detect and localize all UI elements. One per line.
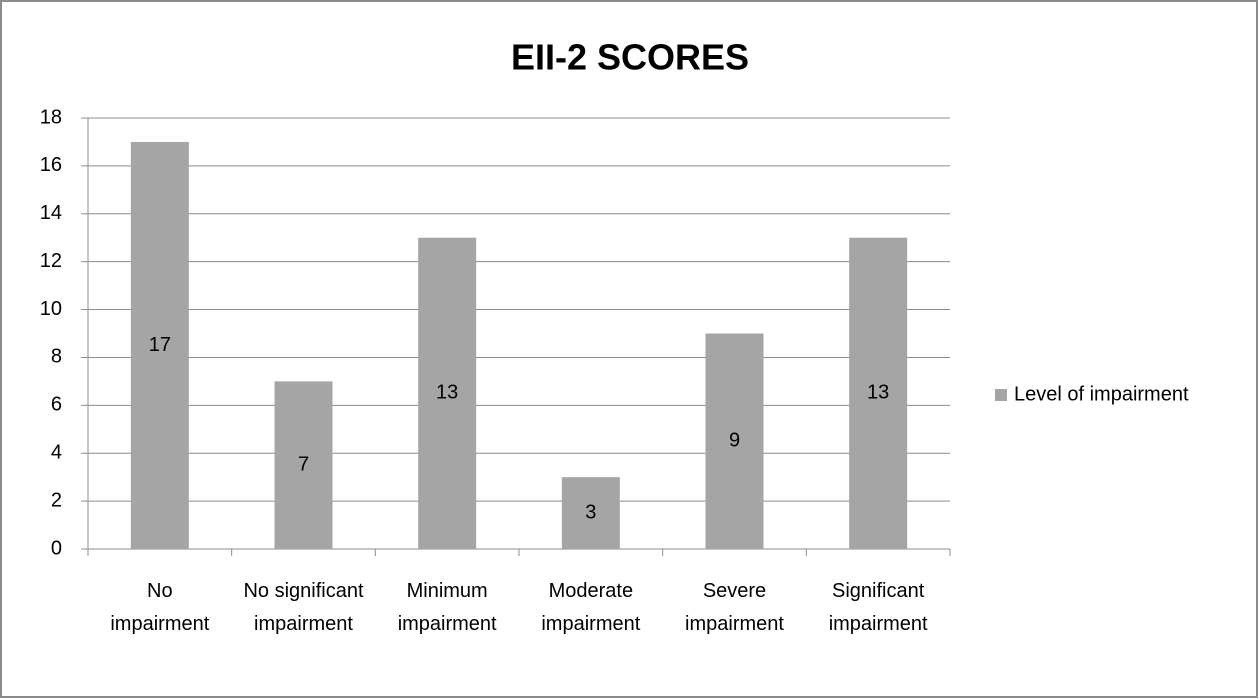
y-tick-label: 0 (51, 537, 62, 559)
data-label: 17 (149, 334, 171, 356)
x-tick-label: No impairment (110, 580, 210, 635)
y-tick-label: 16 (40, 154, 62, 176)
data-label: 7 (298, 453, 309, 475)
data-label: 9 (729, 430, 740, 452)
data-label: 13 (436, 382, 458, 404)
y-tick-label: 18 (40, 106, 62, 128)
x-tick-label: Moderate impairment (541, 580, 641, 635)
x-tick-label: Minimum impairment (397, 580, 497, 635)
y-tick-label: 4 (51, 442, 62, 464)
y-tick-label: 6 (51, 394, 62, 416)
bar (561, 477, 620, 549)
legend-label: Level of impairment (1014, 383, 1189, 405)
y-tick-label: 12 (40, 250, 62, 272)
y-tick-label: 2 (51, 489, 62, 511)
bar (849, 237, 908, 549)
y-tick-label: 8 (51, 346, 62, 368)
bar (274, 381, 333, 549)
x-tick-label: No significant impairment (243, 580, 364, 635)
bar (705, 333, 764, 549)
y-tick-label: 14 (40, 202, 62, 224)
y-tick-label: 10 (40, 298, 62, 320)
legend-swatch (995, 389, 1007, 401)
data-label: 3 (585, 501, 596, 523)
bar (418, 237, 477, 549)
x-tick-label: Significant impairment (828, 580, 928, 635)
x-tick-label: Severe impairment (685, 580, 784, 635)
bar (130, 141, 189, 549)
data-label: 13 (867, 382, 889, 404)
chart-title: EII-2 SCORES (511, 37, 749, 78)
